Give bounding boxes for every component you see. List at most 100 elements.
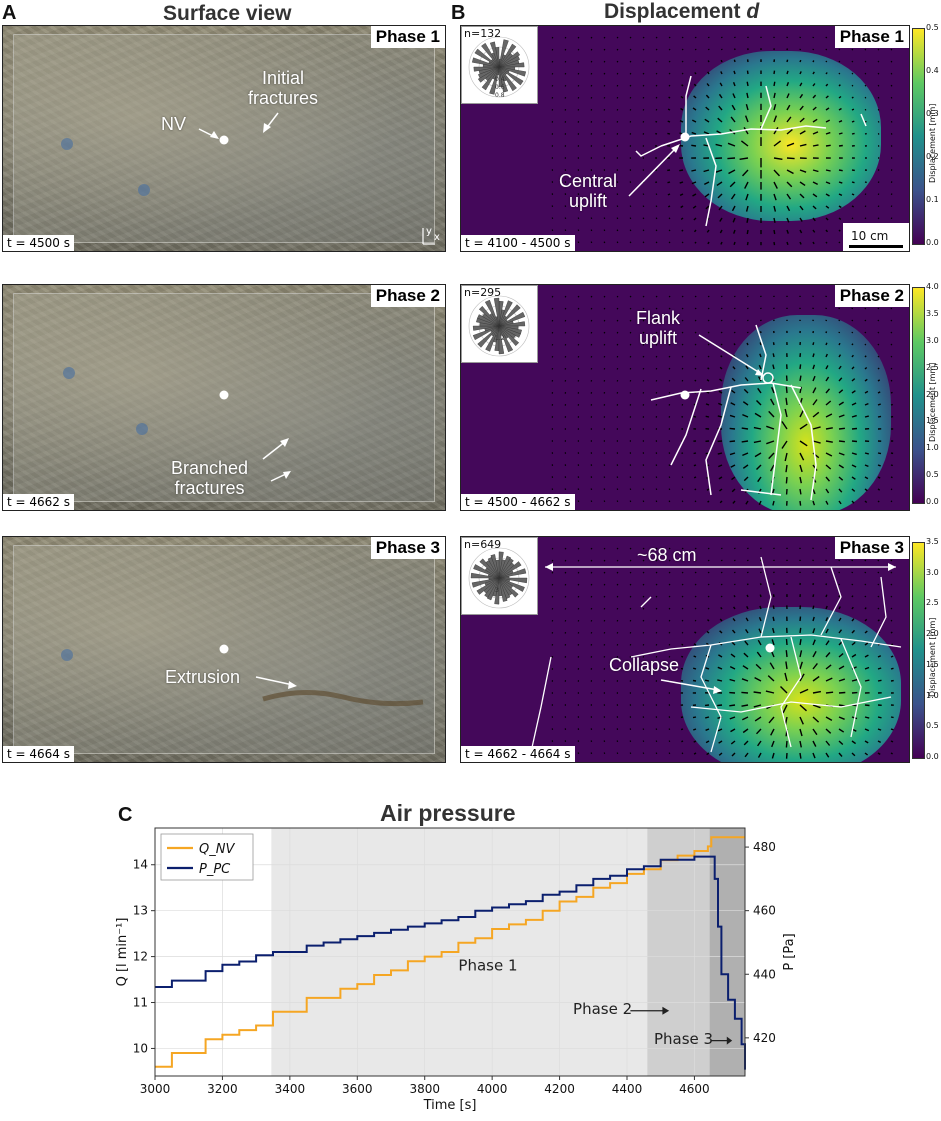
vector-arrow <box>642 48 645 51</box>
vector-arrow <box>851 132 855 135</box>
vector-arrow <box>681 84 684 87</box>
vector-arrow <box>668 96 671 99</box>
vector-arrow <box>825 83 829 87</box>
vector-arrow <box>838 389 844 394</box>
vector-arrow <box>730 653 736 658</box>
vector-arrow <box>590 559 593 562</box>
vector-arrow <box>629 241 632 244</box>
vector-arrow <box>731 104 736 111</box>
vector-arrow <box>743 652 749 658</box>
vector-arrow <box>693 655 697 658</box>
vector-arrow <box>707 295 710 298</box>
vector-arrow <box>877 391 881 394</box>
vector-arrow <box>642 595 645 598</box>
vector-arrow <box>756 651 762 658</box>
vector-arrow <box>679 181 684 184</box>
vector-arrow <box>707 559 710 562</box>
vector-arrow <box>731 476 736 481</box>
vector-arrow <box>773 181 778 189</box>
vector-arrow <box>694 488 697 491</box>
legend-label: Q_NV <box>199 842 235 857</box>
vector-arrow <box>851 48 854 51</box>
vector-arrow <box>693 217 697 221</box>
vector-arrow <box>694 343 697 346</box>
vector-arrow <box>577 595 580 598</box>
vector-arrow <box>799 217 803 222</box>
vector-arrow <box>655 607 658 610</box>
vector-arrow <box>629 619 632 622</box>
vector-arrow <box>590 241 593 244</box>
vector-arrow <box>694 547 697 550</box>
rose-diagram: 1.2 n=295 <box>461 285 538 363</box>
vector-arrow <box>680 107 684 111</box>
vector-arrow <box>825 181 831 185</box>
vector-arrow <box>786 104 791 111</box>
vector-arrow <box>655 500 658 503</box>
initial-fractures-label: Initial fractures <box>248 68 319 108</box>
vector-arrow <box>772 500 775 506</box>
vector-arrow <box>616 619 619 622</box>
vector-arrow <box>890 728 894 731</box>
vector-arrow <box>642 217 645 220</box>
vector-arrow <box>812 181 819 186</box>
vector-arrow <box>877 500 880 503</box>
rose-petal <box>495 559 500 579</box>
vector-arrow <box>692 716 697 719</box>
vector-arrow <box>890 619 893 622</box>
photo-annotations <box>219 644 424 707</box>
vector-arrow <box>746 217 749 223</box>
vector-arrow <box>838 617 842 622</box>
vector-arrow <box>825 131 831 135</box>
fracture-traces <box>650 324 817 501</box>
vector-arrow <box>877 728 882 731</box>
vector-arrow <box>877 96 880 99</box>
vector-arrow <box>864 642 869 646</box>
vector-arrow <box>773 81 776 87</box>
colorbar-label: Displacement [mm] <box>928 362 937 442</box>
vector-arrow <box>655 583 658 586</box>
phase-label: Phase 1 <box>834 26 909 48</box>
vector-arrow <box>705 740 710 744</box>
vector-arrow <box>890 488 893 491</box>
vector-arrow <box>679 144 684 147</box>
central-uplift-label: Central uplift <box>559 171 618 211</box>
vector-arrow <box>577 36 580 39</box>
vector-arrow <box>864 307 867 310</box>
vector-arrow <box>799 193 805 199</box>
vector-arrow <box>769 464 775 472</box>
vector-arrow <box>825 740 831 746</box>
vector-arrow <box>799 488 802 495</box>
vector-arrow <box>838 464 844 469</box>
vector-arrow <box>564 295 567 298</box>
y-right-tick-label: 460 <box>753 904 776 918</box>
vector-arrow <box>766 440 775 445</box>
vector-arrow <box>890 464 893 467</box>
vector-arrow <box>838 342 841 346</box>
vector-arrow <box>745 629 749 634</box>
vector-arrow <box>877 716 882 719</box>
vector-arrow <box>577 547 580 550</box>
vector-arrow <box>616 60 619 63</box>
vector-arrow <box>851 427 858 430</box>
vector-arrow <box>603 60 606 63</box>
vector-arrow <box>759 331 762 334</box>
vector-arrow <box>746 229 749 235</box>
vector-arrow <box>812 675 820 682</box>
vector-arrow <box>667 181 671 184</box>
vector-arrow <box>733 583 736 586</box>
vector-arrow <box>729 716 736 720</box>
vector-arrow <box>551 295 554 298</box>
vector-arrow <box>718 390 723 394</box>
vector-arrow <box>877 84 880 87</box>
x-tick-label: 4600 <box>679 1082 710 1096</box>
vector-arrow <box>681 619 684 622</box>
vector-arrow <box>756 400 762 406</box>
vector-arrow <box>740 140 749 147</box>
vector-arrow <box>864 402 869 406</box>
surface-photo-phase-3: Phase 3 t = 4664 s Extrusion <box>2 536 446 763</box>
vector-arrow <box>864 72 867 75</box>
vector-arrow <box>864 96 867 99</box>
vector-arrow <box>825 388 831 394</box>
vector-arrow <box>655 631 658 634</box>
vector-arrow <box>705 716 710 719</box>
